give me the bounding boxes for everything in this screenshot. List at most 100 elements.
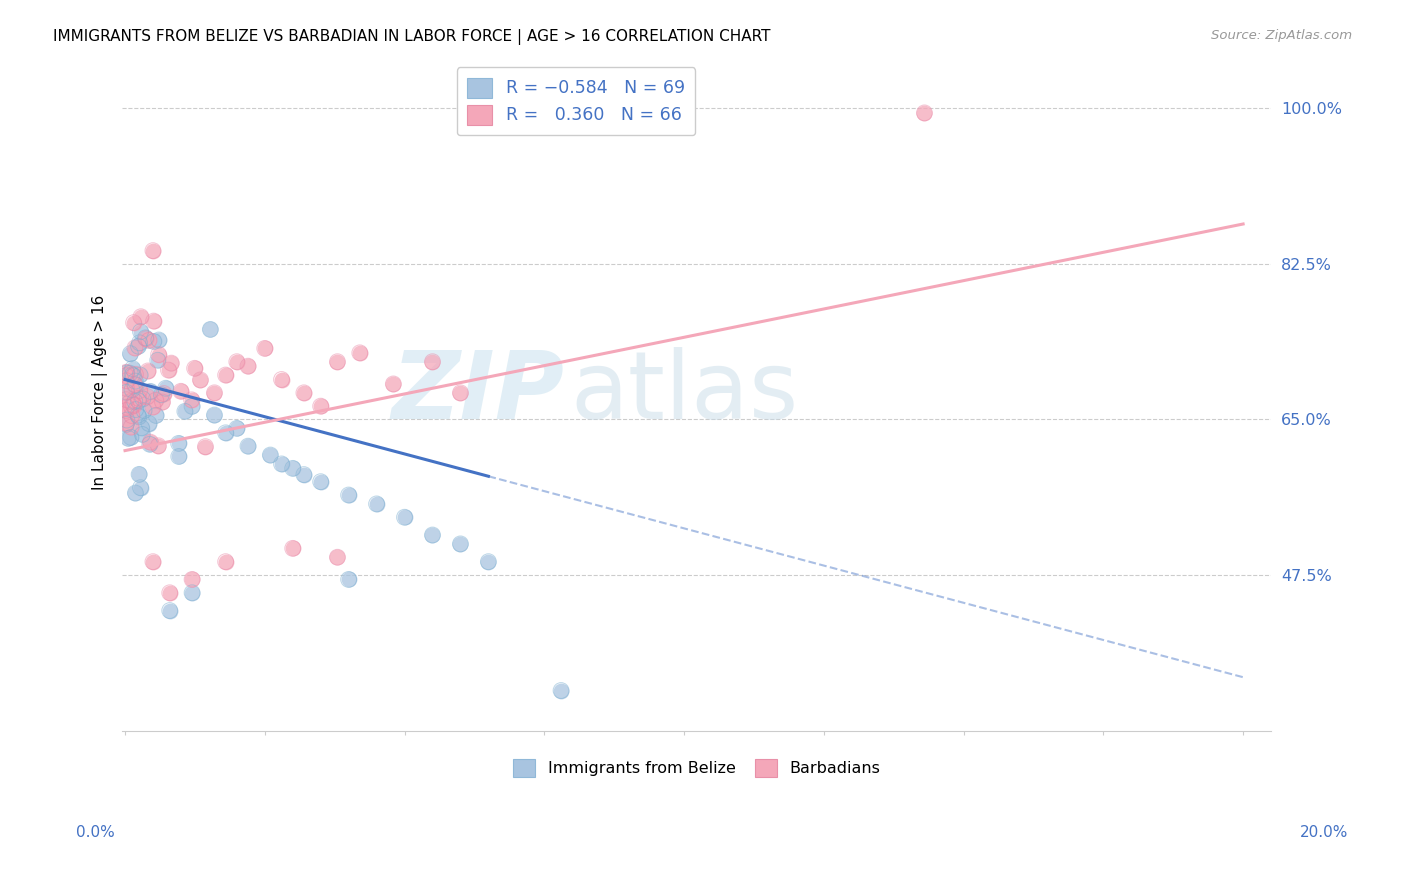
Point	[115, 403, 138, 417]
Point	[115, 374, 138, 388]
Point	[120, 420, 142, 434]
Point	[127, 409, 149, 423]
Point	[127, 393, 149, 408]
Point	[270, 372, 292, 386]
Point	[122, 316, 145, 330]
Point	[155, 381, 177, 395]
Point	[180, 392, 202, 407]
Point	[124, 377, 146, 392]
Point	[167, 436, 190, 450]
Point	[122, 316, 145, 330]
Point	[129, 481, 152, 495]
Point	[394, 510, 416, 524]
Point	[153, 386, 176, 401]
Point	[120, 400, 142, 414]
Point	[281, 541, 304, 556]
Point	[115, 382, 138, 396]
Point	[128, 339, 150, 353]
Point	[477, 555, 499, 569]
Y-axis label: In Labor Force | Age > 16: In Labor Force | Age > 16	[93, 295, 108, 491]
Point	[550, 683, 572, 698]
Point	[139, 384, 162, 399]
Point	[382, 376, 405, 391]
Point	[148, 333, 170, 347]
Point	[135, 332, 157, 346]
Point	[270, 457, 292, 471]
Text: IMMIGRANTS FROM BELIZE VS BARBADIAN IN LABOR FORCE | AGE > 16 CORRELATION CHART: IMMIGRANTS FROM BELIZE VS BARBADIAN IN L…	[53, 29, 770, 45]
Point	[152, 395, 174, 409]
Point	[292, 385, 315, 400]
Point	[292, 467, 315, 482]
Point	[120, 394, 142, 409]
Point	[117, 431, 139, 445]
Point	[142, 555, 165, 569]
Point	[117, 431, 139, 445]
Point	[136, 364, 159, 378]
Point	[292, 385, 315, 400]
Point	[127, 393, 149, 408]
Point	[157, 363, 180, 377]
Point	[142, 400, 165, 414]
Point	[183, 361, 205, 376]
Point	[115, 368, 138, 383]
Text: ZIP: ZIP	[392, 347, 565, 439]
Point	[146, 353, 169, 368]
Point	[349, 346, 371, 360]
Point	[124, 486, 146, 500]
Point	[449, 385, 471, 400]
Point	[309, 399, 332, 413]
Point	[122, 399, 145, 413]
Point	[148, 439, 170, 453]
Point	[145, 409, 167, 423]
Point	[281, 541, 304, 556]
Point	[449, 537, 471, 551]
Point	[129, 325, 152, 339]
Point	[138, 417, 160, 431]
Point	[129, 325, 152, 339]
Point	[214, 368, 236, 382]
Point	[159, 586, 181, 600]
Point	[121, 383, 143, 397]
Point	[124, 374, 146, 388]
Point	[153, 386, 176, 401]
Point	[142, 555, 165, 569]
Point	[259, 448, 281, 462]
Point	[214, 555, 236, 569]
Point	[128, 335, 150, 350]
Point	[180, 392, 202, 407]
Point	[225, 421, 247, 435]
Point	[125, 402, 148, 417]
Point	[194, 440, 217, 454]
Point	[135, 331, 157, 345]
Point	[422, 355, 444, 369]
Point	[200, 322, 222, 336]
Point	[121, 409, 143, 423]
Point	[449, 385, 471, 400]
Point	[115, 392, 138, 407]
Point	[167, 450, 190, 464]
Point	[309, 475, 332, 489]
Point	[236, 439, 259, 453]
Point	[200, 322, 222, 336]
Point	[259, 448, 281, 462]
Point	[129, 310, 152, 324]
Point	[309, 475, 332, 489]
Point	[142, 400, 165, 414]
Point	[204, 385, 226, 400]
Point	[115, 374, 138, 388]
Point	[181, 573, 204, 587]
Point	[160, 356, 183, 370]
Point	[132, 392, 155, 406]
Point	[142, 334, 165, 349]
Point	[146, 353, 169, 368]
Point	[121, 383, 143, 397]
Point	[170, 384, 193, 399]
Point	[124, 394, 146, 409]
Point	[124, 377, 146, 392]
Point	[122, 398, 145, 412]
Point	[128, 409, 150, 424]
Point	[181, 586, 204, 600]
Point	[139, 437, 162, 451]
Point	[155, 381, 177, 395]
Point	[204, 408, 226, 422]
